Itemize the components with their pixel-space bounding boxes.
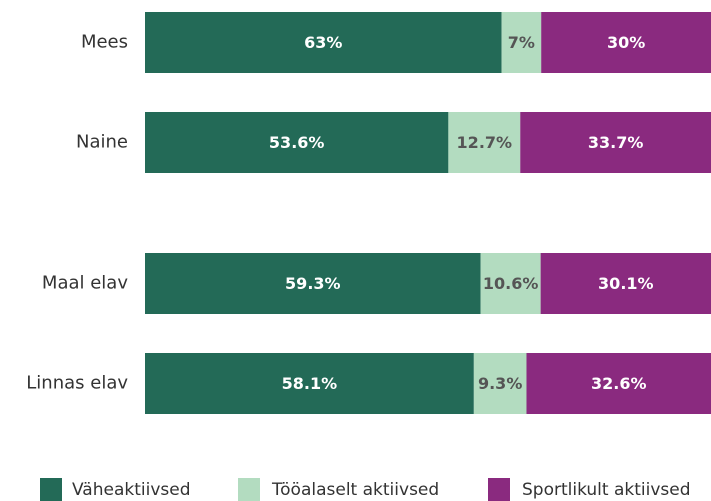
bar-segment bbox=[145, 112, 449, 173]
legend-swatch bbox=[40, 478, 62, 501]
value-label: 58.1% bbox=[282, 374, 338, 393]
value-label: 7% bbox=[508, 33, 535, 52]
category-label: Linnas elav bbox=[26, 373, 128, 394]
legend-swatch bbox=[488, 478, 510, 501]
bar-segment bbox=[145, 12, 502, 73]
value-label: 30.1% bbox=[598, 274, 654, 293]
legend-swatch bbox=[238, 478, 260, 501]
bar-segment bbox=[448, 112, 521, 173]
value-label: 63% bbox=[304, 33, 342, 52]
bar-segment bbox=[145, 253, 481, 314]
bar-segment bbox=[520, 112, 711, 173]
value-label: 10.6% bbox=[483, 274, 539, 293]
bar-segment bbox=[145, 353, 474, 414]
bar-segment bbox=[540, 253, 711, 314]
category-label: Mees bbox=[81, 32, 128, 53]
bar-segment bbox=[480, 253, 541, 314]
bar-segment bbox=[526, 353, 711, 414]
bar-segment bbox=[541, 12, 711, 73]
legend-label: Tööalaselt aktiivsed bbox=[271, 480, 439, 500]
value-label: 12.7% bbox=[457, 133, 513, 152]
legend-label: Väheaktiivsed bbox=[72, 480, 191, 500]
value-label: 30% bbox=[607, 33, 645, 52]
category-label: Naine bbox=[76, 132, 128, 153]
value-label: 32.6% bbox=[591, 374, 647, 393]
legend-label: Sportlikult aktiivsed bbox=[522, 480, 691, 500]
value-label: 53.6% bbox=[269, 133, 325, 152]
category-label: Maal elav bbox=[42, 273, 128, 294]
value-label: 33.7% bbox=[588, 133, 644, 152]
bar-segment bbox=[473, 353, 527, 414]
bar-segment bbox=[501, 12, 542, 73]
value-label: 59.3% bbox=[285, 274, 341, 293]
value-label: 9.3% bbox=[478, 374, 522, 393]
